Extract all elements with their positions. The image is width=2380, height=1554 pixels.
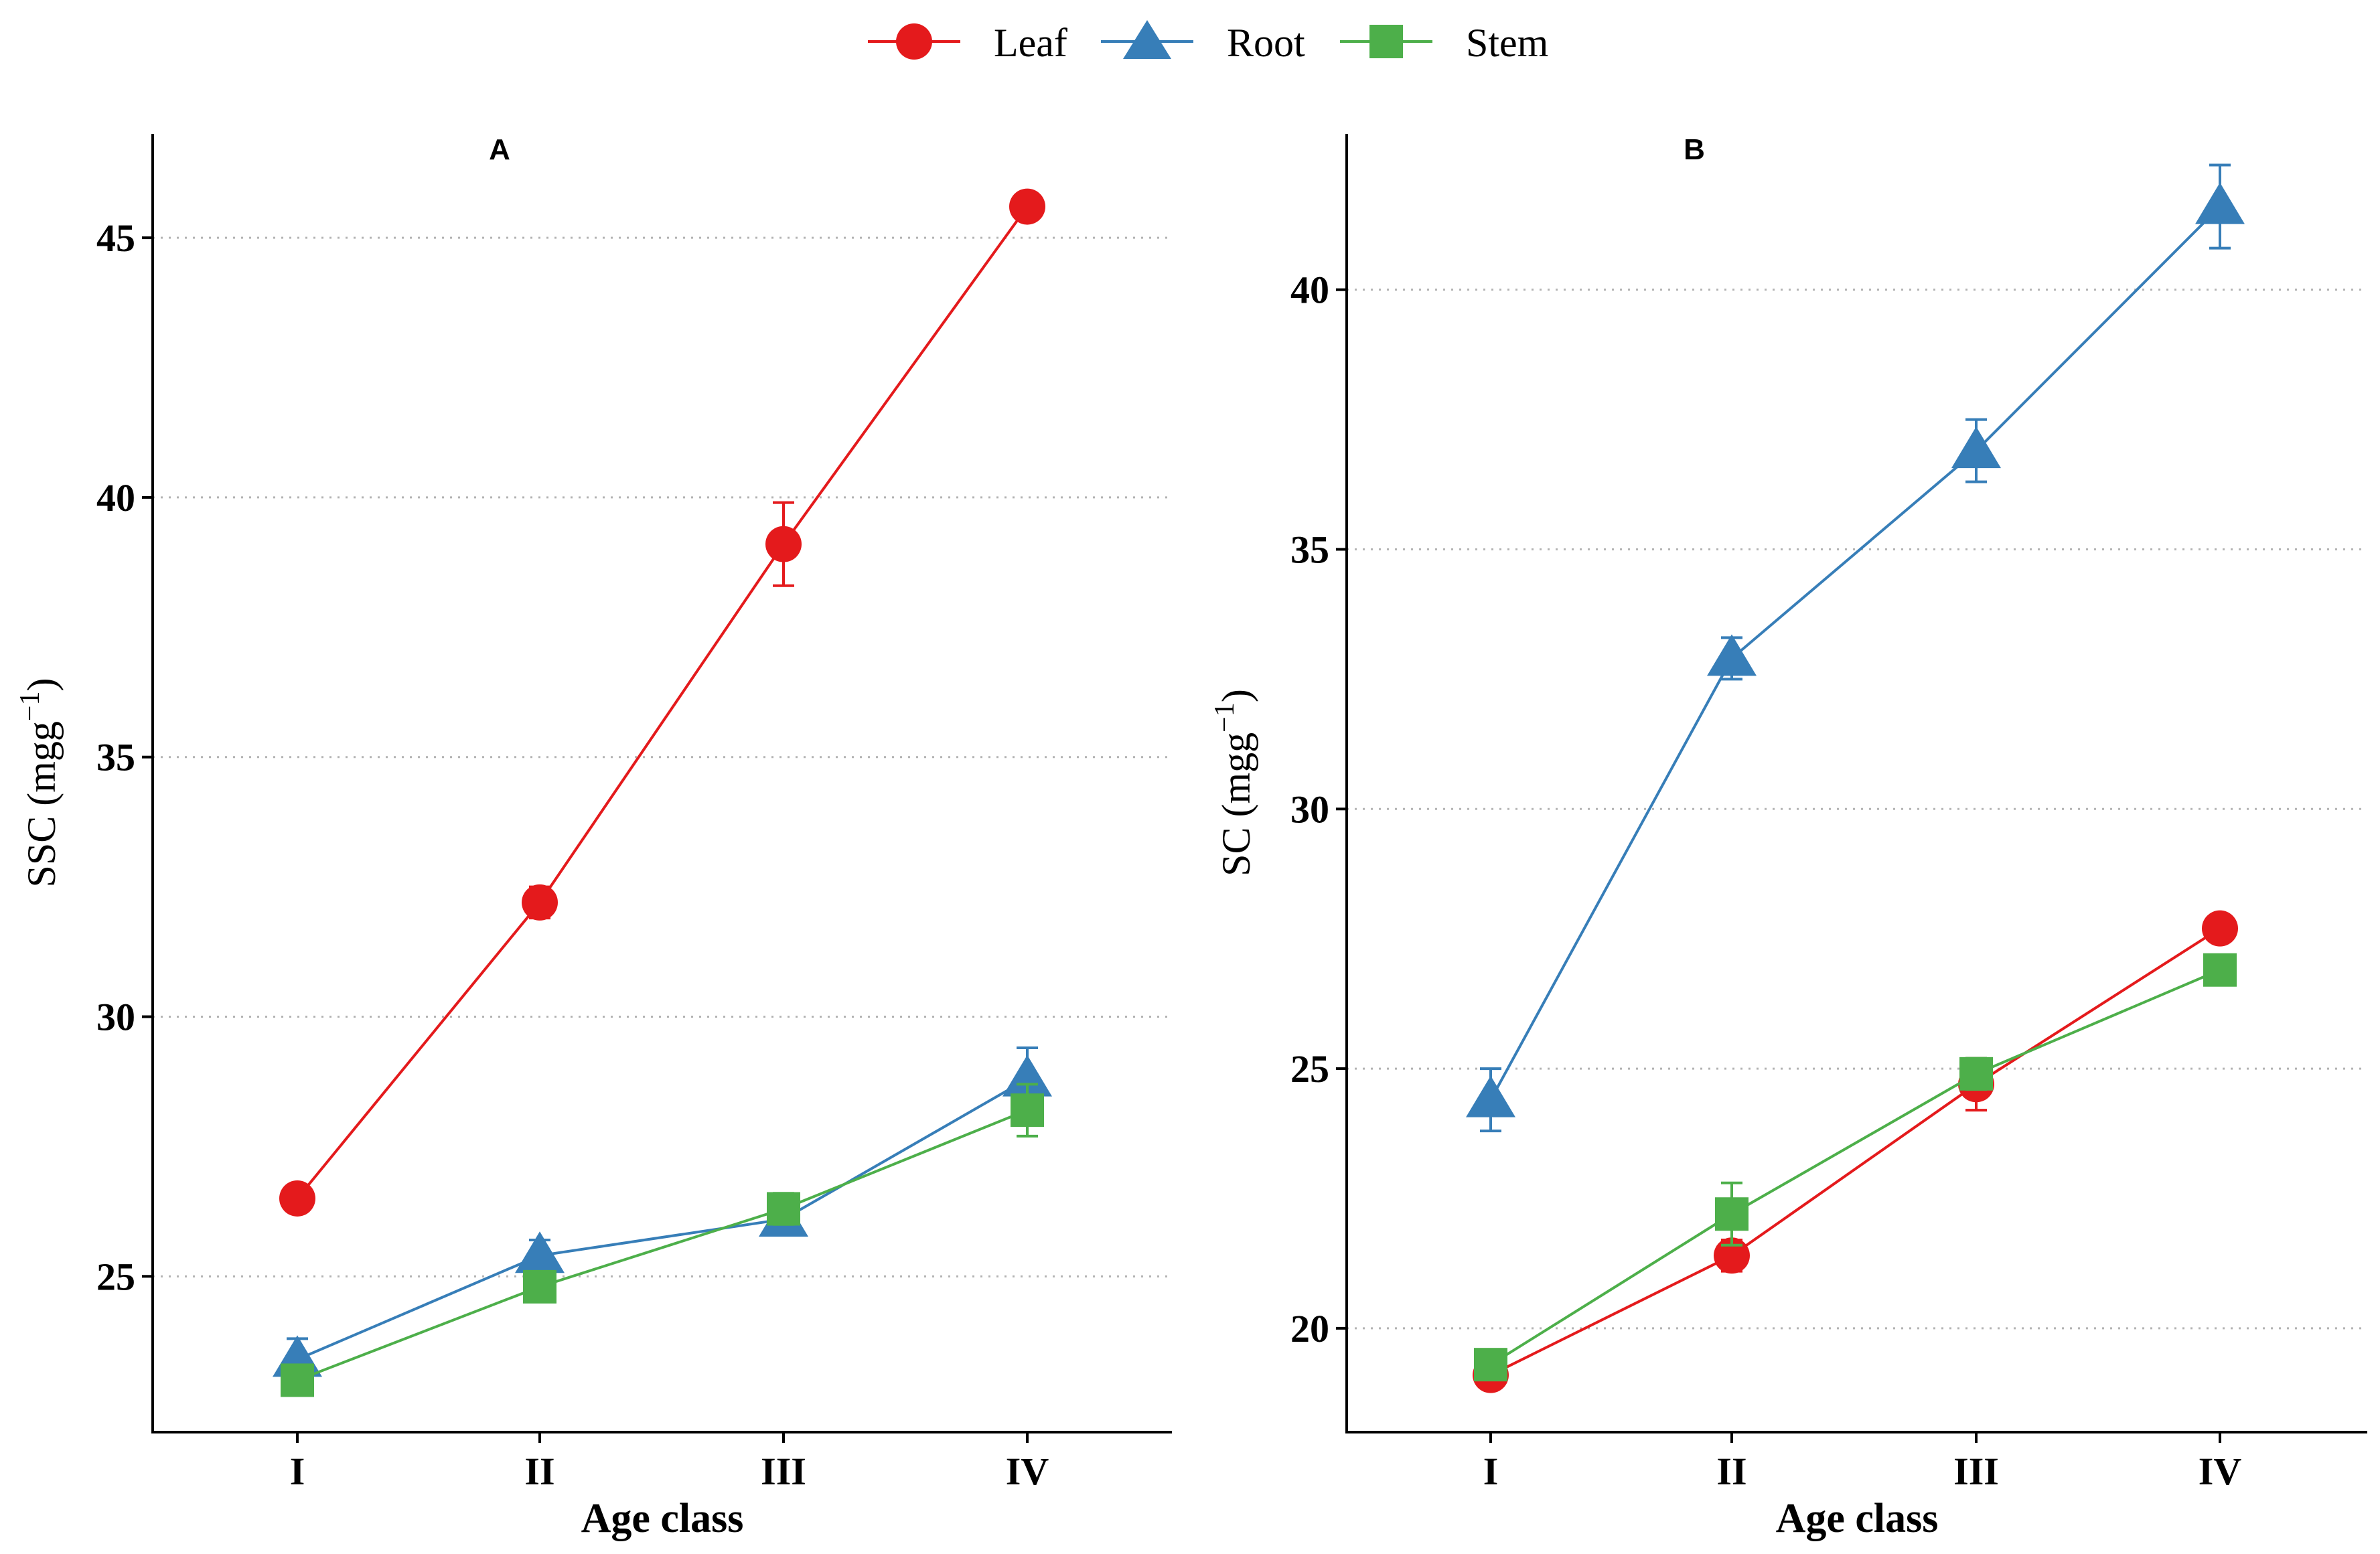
panel-a-ylabel-sup: −1 — [15, 691, 46, 721]
panel-a-root-point-IV — [1002, 1055, 1052, 1097]
panel-b-root-point-I — [1466, 1075, 1515, 1117]
panel-b-ytick-label-20: 20 — [1290, 1307, 1329, 1350]
panel-a-xtick-label-IV: IV — [1006, 1450, 1049, 1493]
panel-b-ylabel-main: SC (mgg — [1214, 732, 1258, 876]
panel-a-y-ticks: 25 30 35 40 45 — [96, 216, 153, 1298]
panel-a-leaf-point-II — [522, 884, 558, 921]
panel-a-gridlines — [153, 236, 1172, 1277]
panel-b-xtick-label-I: I — [1483, 1450, 1499, 1493]
panel-b-xtick-label-III: III — [1953, 1450, 1999, 1493]
panel-b-y-axis-title: SC (mgg−1) — [1209, 689, 1258, 876]
panel-b-ytick-label-35: 35 — [1290, 528, 1329, 571]
panel-a-root-line — [297, 1077, 1028, 1361]
panel-b-xtick-label-IV: IV — [2199, 1450, 2242, 1493]
legend-item-stem: Stem — [1340, 21, 1548, 65]
panel-b-leaf-line — [1490, 927, 2221, 1377]
panel-b-root-point-IV — [2195, 182, 2245, 224]
panel-b-root-point-III — [1951, 426, 2001, 469]
panel-b-x-ticks: I II III IV — [1483, 1432, 2242, 1493]
panel-a-series — [273, 188, 1052, 1397]
panel-a-y-axis-title: SSC (mgg−1) — [15, 678, 64, 887]
legend-leaf-label: Leaf — [994, 21, 1067, 65]
panel-a-ylabel-close: ) — [19, 678, 64, 691]
panel-a-leaf-point-IV — [1009, 188, 1045, 225]
panel-b-x-axis-title: Age class — [1776, 1496, 1939, 1541]
panel-a-stem-point-I — [281, 1363, 314, 1397]
legend-root-marker — [1123, 20, 1171, 59]
panel-b-ytick-label-30: 30 — [1290, 787, 1329, 831]
panel-b-xtick-label-II: II — [1716, 1450, 1746, 1493]
panel-b-ylabel-close: ) — [1214, 689, 1258, 702]
panel-b-letter: B — [1684, 133, 1705, 166]
legend-item-leaf: Leaf — [868, 21, 1067, 65]
panel-b-series — [1466, 163, 2245, 1393]
panel-a-ytick-label-25: 25 — [96, 1255, 135, 1298]
panel-b-gridlines — [1347, 289, 2367, 1330]
panel-a-stem-point-III — [767, 1192, 800, 1226]
legend: Leaf Root Stem — [868, 20, 1548, 65]
panel-b-y-ticks: 20 25 30 35 40 — [1290, 268, 1347, 1350]
panel-b-stem-point-IV — [2203, 953, 2237, 987]
legend-stem-label: Stem — [1466, 21, 1548, 65]
panel-a-ytick-label-35: 35 — [96, 736, 135, 779]
panel-a-letter: A — [489, 133, 510, 166]
panel-a-xtick-label-III: III — [761, 1450, 806, 1493]
panel-a-stem-point-II — [523, 1269, 556, 1304]
legend-stem-marker — [1369, 25, 1403, 58]
panel-a-ylabel-main: SSC (mgg — [19, 721, 64, 887]
panel-b-root-line — [1489, 206, 2221, 1101]
panel-b-stem-point-II — [1715, 1197, 1749, 1231]
panel-a-ytick-label-40: 40 — [96, 476, 135, 520]
panel-b-leaf-point-IV — [2202, 910, 2238, 947]
panel-a-xtick-label-II: II — [524, 1450, 554, 1493]
panel-a-ytick-label-30: 30 — [96, 996, 135, 1039]
panel-a-x-ticks: I II III IV — [290, 1432, 1049, 1493]
panel-a-leaf-line — [296, 206, 1029, 1200]
panel-b-axes — [1345, 134, 2367, 1433]
legend-root-label: Root — [1227, 21, 1305, 65]
panel-b-ytick-label-40: 40 — [1290, 268, 1329, 312]
panel-a-stem-point-IV — [1011, 1093, 1044, 1128]
panel-a-root-point-II — [515, 1231, 565, 1273]
panel-b-root-point-II — [1707, 634, 1757, 676]
panel-b-stem-point-III — [1959, 1057, 1993, 1091]
panel-a-x-axis-title: Age class — [581, 1496, 744, 1541]
panel-b-stem-point-I — [1474, 1348, 1507, 1382]
panel-a-stem-line — [297, 1109, 1028, 1382]
panel-b-ytick-label-25: 25 — [1290, 1047, 1329, 1091]
panel-b-leaf-point-II — [1714, 1237, 1750, 1274]
panel-a-axes — [151, 134, 1172, 1433]
legend-leaf-marker — [896, 23, 932, 60]
panel-a-leaf-point-III — [765, 526, 802, 562]
panel-b-stem-line — [1489, 968, 2221, 1366]
panel-b-ylabel-sup: −1 — [1209, 702, 1240, 732]
panel-a-ytick-label-45: 45 — [96, 216, 135, 260]
panel-a-xtick-label-I: I — [290, 1450, 305, 1493]
legend-item-root: Root — [1101, 20, 1305, 65]
panel-a-leaf-point-I — [279, 1180, 315, 1217]
